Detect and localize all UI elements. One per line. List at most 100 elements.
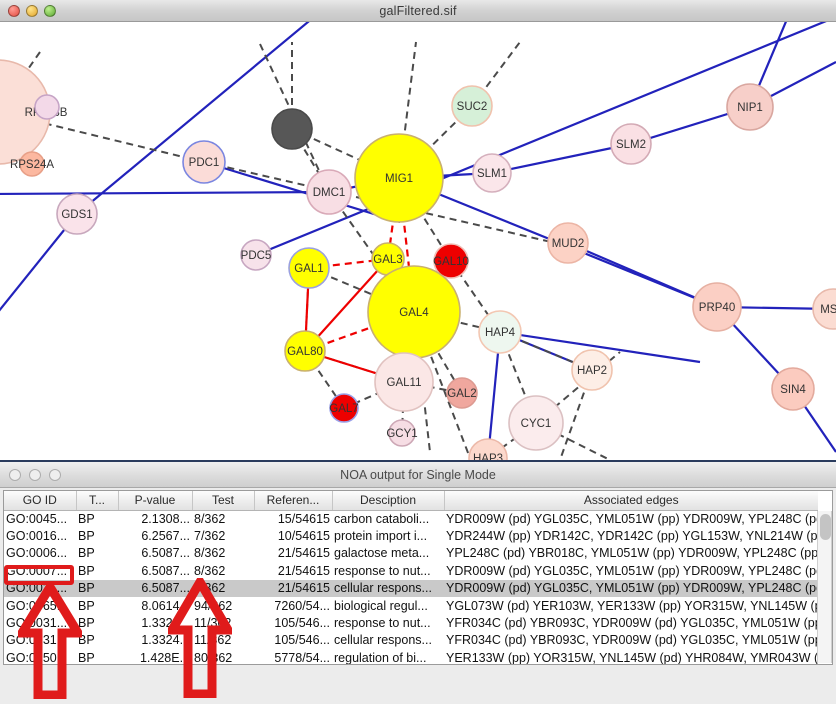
- network-node-nip1[interactable]: NIP1: [726, 83, 774, 131]
- cell-reference: 21/54615: [277, 563, 330, 578]
- network-node-rps24a[interactable]: RPS24A: [10, 151, 54, 177]
- cell-p-value: 1.3324...: [141, 616, 190, 631]
- network-edge[interactable]: [499, 330, 701, 364]
- node-label: SUC2: [457, 101, 488, 113]
- network-node-pdc5[interactable]: PDC5: [240, 239, 272, 271]
- node-label: GAL7: [329, 403, 358, 415]
- cell-reference: 10/54615: [277, 529, 330, 544]
- column-header-type[interactable]: T...: [76, 491, 119, 511]
- network-node-gal3[interactable]: GAL3: [371, 242, 405, 276]
- network-canvas[interactable]: RPL18BRPS24AGDS1PDC1PDC5DMC1MIG1SUC2SLM1…: [0, 22, 836, 460]
- node-label: GAL3: [373, 254, 402, 266]
- noa-results-table-container[interactable]: GO ID T... P-value Test Referen... Desci…: [3, 490, 833, 665]
- cell-go-id: GO:0031...: [4, 579, 76, 597]
- network-graph[interactable]: RPL18BRPS24AGDS1PDC1PDC5DMC1MIG1SUC2SLM1…: [0, 22, 836, 460]
- network-node-gal2[interactable]: GAL2: [446, 377, 478, 409]
- noa-close-button-icon[interactable]: [9, 468, 21, 481]
- network-edge[interactable]: [491, 142, 632, 175]
- network-node-slm2[interactable]: SLM2: [610, 123, 652, 165]
- table-row[interactable]: GO:0050... BP 1.428E... 80/362 5778/54... reg…: [4, 649, 818, 665]
- cell-associated-edges: YDR009W (pd) YGL035C, YML051W (pp) YDR00…: [446, 563, 818, 578]
- network-node-slm1[interactable]: SLM1: [472, 153, 512, 193]
- table-row[interactable]: GO:0065... BP 8.0614... 94/362 7260/54... bio…: [4, 597, 818, 614]
- cell-associated-edges: YDR009W (pd) YGL035C, YML051W (pp) YDR00…: [444, 579, 818, 597]
- noa-minimize-button-icon[interactable]: [29, 468, 41, 481]
- network-node-suc2[interactable]: SUC2: [451, 85, 493, 127]
- node-label: CYC1: [521, 418, 552, 430]
- node-label: DMC1: [313, 187, 346, 199]
- node-label: HAP3: [473, 453, 503, 460]
- cell-test: 11/362: [194, 633, 232, 648]
- network-node-gal11[interactable]: GAL11: [374, 352, 434, 412]
- column-header-reference[interactable]: Referen...: [254, 491, 333, 511]
- cell-reference: 15/54615: [277, 511, 330, 526]
- network-edge[interactable]: [398, 41, 417, 179]
- cell-test: 8/362: [194, 563, 226, 578]
- cell-type: BP: [78, 529, 95, 544]
- network-node-gal1[interactable]: GAL1: [288, 247, 330, 289]
- network-node-gcy1[interactable]: GCY1: [386, 419, 418, 447]
- column-header-associated-edges[interactable]: Associated edges: [444, 491, 818, 511]
- cell-test: 94/362: [194, 598, 233, 613]
- network-node-hap3[interactable]: HAP3: [468, 438, 508, 460]
- table-row[interactable]: GO:0007... BP 6.5087... 8/362 21/54615 respon…: [4, 562, 818, 579]
- column-header-go-id[interactable]: GO ID: [4, 491, 77, 511]
- column-header-description[interactable]: Desciption: [332, 491, 445, 511]
- node-label: GAL80: [287, 346, 323, 358]
- network-node-hap2[interactable]: HAP2: [571, 349, 613, 391]
- cell-associated-edges: YER133W (pp) YOR315W, YNL145W (pd) YHR08…: [446, 650, 818, 665]
- cell-associated-edges: YDR009W (pd) YGL035C, YML051W (pp) YDR00…: [446, 511, 818, 526]
- network-node-unlabeled[interactable]: [271, 108, 313, 150]
- table-row[interactable]: GO:0016... BP 6.2567... 7/362 10/54615 protei…: [4, 527, 818, 544]
- network-node-cyc1[interactable]: CYC1: [508, 395, 564, 451]
- network-edge[interactable]: [0, 190, 330, 196]
- table-row[interactable]: GO:0045... BP 2.1308... 8/362 15/54615 carbon…: [4, 510, 818, 527]
- table-row[interactable]: GO:0006... BP 6.5087... 8/362 21/54615 galact…: [4, 545, 818, 562]
- noa-results-table: GO ID T... P-value Test Referen... Desci…: [4, 491, 818, 665]
- node-label: GAL1: [294, 263, 323, 275]
- cell-type: BP: [78, 563, 95, 578]
- column-header-p-value[interactable]: P-value: [118, 491, 193, 511]
- network-node-prp40[interactable]: PRP40: [692, 282, 742, 332]
- column-header-test[interactable]: Test: [192, 491, 255, 511]
- cell-type: BP: [78, 650, 95, 665]
- network-edge[interactable]: [567, 241, 718, 309]
- minimize-button-icon[interactable]: [26, 4, 38, 17]
- cell-p-value: 6.5087...: [141, 546, 190, 561]
- cell-reference: 105/546...: [274, 633, 330, 648]
- network-edge[interactable]: [203, 160, 401, 224]
- cell-go-id: GO:0007...: [6, 563, 68, 578]
- network-node-sin4[interactable]: SIN4: [771, 367, 815, 411]
- network-edge[interactable]: [76, 22, 320, 215]
- network-node-gal4[interactable]: GAL4: [367, 265, 461, 359]
- window-titlebar: galFiltered.sif: [0, 0, 836, 22]
- cell-p-value: 2.1308...: [141, 511, 190, 526]
- cell-p-value: 6.5087...: [118, 579, 192, 597]
- network-node-gal80[interactable]: GAL80: [284, 330, 326, 372]
- network-node-gal10[interactable]: GAL10: [433, 243, 469, 279]
- network-node-mud2[interactable]: MUD2: [547, 222, 589, 264]
- network-node-rpl18b[interactable]: [34, 94, 60, 120]
- network-edge[interactable]: [255, 22, 836, 257]
- node-label: PDC1: [189, 157, 220, 169]
- table-row[interactable]: GO:0031... BP 1.3324... 11/362 105/546... cel…: [4, 632, 818, 649]
- network-edge[interactable]: [0, 213, 78, 322]
- network-node-hap4[interactable]: HAP4: [478, 310, 522, 354]
- node-label: MUD2: [552, 238, 585, 250]
- network-node-msn[interactable]: MSN: [812, 288, 836, 330]
- cell-go-id: GO:0065...: [6, 598, 68, 613]
- network-node-gal7[interactable]: GAL7: [329, 393, 359, 423]
- network-node-gds1[interactable]: GDS1: [56, 193, 98, 235]
- noa-table-scrollbar[interactable]: [817, 511, 832, 663]
- close-button-icon[interactable]: [8, 4, 20, 17]
- table-row[interactable]: GO:0031... BP 6.5087... 8/362 21/54615 cellul…: [4, 579, 818, 597]
- table-row[interactable]: GO:0031... BP 1.3324... 11/362 105/546... res…: [4, 614, 818, 631]
- network-edge[interactable]: [259, 43, 330, 193]
- noa-table-scrollbar-thumb[interactable]: [820, 514, 831, 540]
- cell-test: 11/362: [194, 616, 232, 631]
- network-node-pdc1[interactable]: PDC1: [182, 140, 226, 184]
- network-node-dmc1[interactable]: DMC1: [306, 169, 352, 215]
- zoom-button-icon[interactable]: [44, 4, 56, 17]
- network-node-mig1[interactable]: MIG1: [354, 133, 444, 223]
- noa-zoom-button-icon[interactable]: [49, 468, 61, 481]
